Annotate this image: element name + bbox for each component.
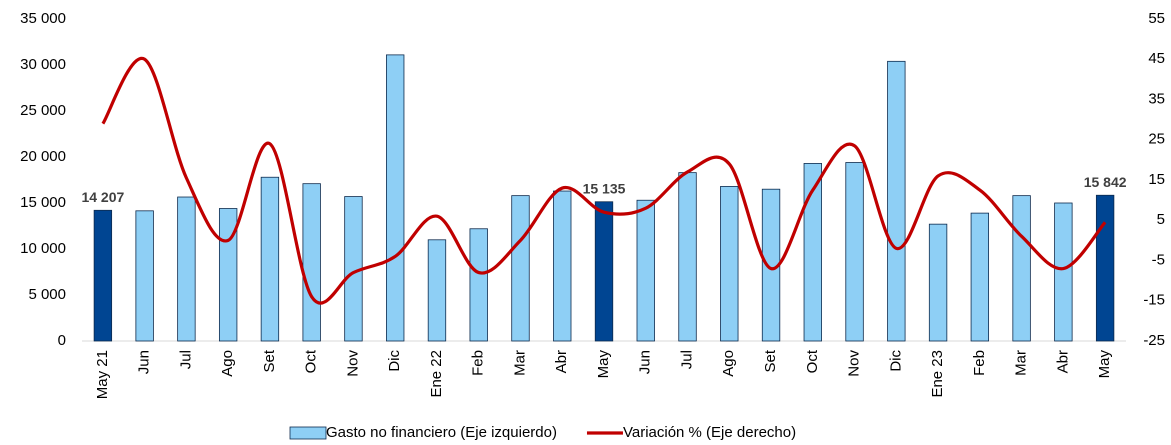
x-tick-label: Feb: [470, 350, 487, 376]
bar: [1054, 202, 1073, 342]
x-tick-label: Oct: [303, 349, 320, 373]
bar: [1095, 194, 1115, 342]
x-tick-label: Set: [762, 349, 779, 372]
y2-tick-label: -5: [1152, 251, 1165, 268]
bar: [636, 199, 655, 342]
value-label: 15 842: [1084, 174, 1127, 190]
x-tick-label: Jun: [136, 350, 153, 374]
bar: [1012, 195, 1031, 342]
bar: [720, 186, 739, 342]
y-tick-label: 35 000: [20, 10, 66, 27]
x-tick-label: May: [595, 350, 612, 379]
y-tick-label: 10 000: [20, 240, 66, 257]
bar: [553, 190, 572, 342]
bar: [928, 223, 948, 342]
legend-label: Gasto no financiero (Eje izquierdo): [326, 424, 557, 441]
x-tick-label: Mar: [1013, 350, 1030, 376]
legend-swatch: [289, 426, 327, 440]
x-tick-label: Mar: [511, 350, 528, 376]
y2-tick-label: 55: [1148, 10, 1165, 27]
x-tick-label: Nov: [344, 350, 361, 377]
y2-tick-label: 5: [1157, 211, 1165, 228]
y-tick-label: 5 000: [28, 286, 66, 303]
bar: [469, 228, 488, 342]
x-tick-label: Jul: [678, 350, 695, 369]
y-tick-label: 30 000: [20, 56, 66, 73]
bar: [678, 172, 697, 342]
x-tick-label: Ene 23: [929, 350, 946, 398]
bar: [218, 208, 238, 342]
y-tick-label: 0: [58, 332, 66, 349]
value-label: 14 207: [81, 189, 124, 205]
y2-tick-label: -25: [1143, 332, 1165, 349]
bar: [887, 60, 906, 342]
y2-tick-label: 35: [1148, 90, 1165, 107]
x-tick-label: Jul: [177, 350, 194, 369]
x-tick-label: May: [1096, 350, 1113, 379]
x-tick-label: Nov: [846, 350, 863, 377]
x-tick-label: Set: [261, 349, 278, 372]
bar: [511, 195, 530, 342]
bar: [427, 239, 447, 342]
y-tick-label: 20 000: [20, 148, 66, 165]
bar: [177, 196, 196, 342]
bar: [135, 210, 154, 342]
x-tick-label: Dic: [887, 350, 904, 372]
value-label: 15 135: [583, 180, 626, 196]
y2-tick-label: 25: [1148, 131, 1165, 148]
x-tick-label: Abr: [553, 350, 570, 373]
bar: [302, 183, 321, 342]
y-tick-label: 15 000: [20, 194, 66, 211]
x-tick-label: Feb: [971, 350, 988, 376]
x-tick-label: Dic: [386, 350, 403, 372]
bar: [970, 212, 990, 342]
line: [101, 56, 1107, 305]
bar: [93, 209, 113, 342]
bar: [260, 176, 280, 342]
x-tick-label: Abr: [1054, 350, 1071, 373]
y2-tick-label: 15: [1148, 171, 1165, 188]
bar: [845, 162, 864, 342]
y2-tick-label: 45: [1148, 50, 1165, 67]
y-tick-label: 25 000: [20, 102, 66, 119]
bar: [594, 201, 614, 342]
bar: [803, 163, 822, 342]
x-tick-label: Jun: [637, 350, 654, 374]
x-tick-label: Oct: [804, 349, 821, 373]
x-tick-label: Ago: [720, 350, 737, 377]
x-tick-label: Ene 22: [428, 350, 445, 398]
legend-label: Variación % (Eje derecho): [623, 424, 796, 441]
x-tick-label: Ago: [219, 350, 236, 377]
bar: [386, 54, 405, 342]
y2-tick-label: -15: [1143, 292, 1165, 309]
x-tick-label: May 21: [94, 350, 111, 399]
